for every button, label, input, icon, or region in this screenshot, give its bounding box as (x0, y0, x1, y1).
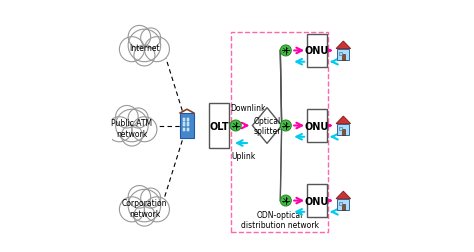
Circle shape (128, 26, 151, 49)
FancyBboxPatch shape (180, 114, 194, 138)
Polygon shape (336, 192, 351, 199)
Polygon shape (252, 108, 282, 144)
FancyBboxPatch shape (307, 184, 327, 217)
Circle shape (141, 29, 161, 49)
Text: Corporation
network: Corporation network (122, 199, 167, 218)
Bar (342, 55, 345, 60)
Polygon shape (336, 117, 351, 124)
Bar (183, 118, 185, 122)
Bar (339, 128, 342, 131)
Circle shape (119, 197, 145, 222)
Bar (183, 129, 185, 132)
Circle shape (280, 46, 292, 57)
Bar (187, 118, 189, 122)
Text: Internet: Internet (129, 44, 160, 53)
FancyBboxPatch shape (307, 35, 327, 68)
Circle shape (128, 190, 161, 222)
Circle shape (128, 186, 151, 208)
Circle shape (134, 205, 155, 226)
Text: Optical
splitter: Optical splitter (253, 116, 281, 136)
Bar (342, 130, 345, 135)
Bar (337, 124, 349, 135)
Circle shape (119, 38, 145, 62)
FancyBboxPatch shape (307, 110, 327, 142)
Bar (337, 199, 349, 210)
Bar (339, 53, 342, 56)
Bar (187, 129, 189, 132)
FancyBboxPatch shape (210, 104, 229, 148)
Circle shape (128, 109, 148, 129)
Text: ONU: ONU (305, 121, 329, 131)
Circle shape (132, 117, 157, 142)
Circle shape (121, 125, 142, 146)
Text: ONU: ONU (305, 196, 329, 206)
Text: Public ATM
network: Public ATM network (111, 119, 153, 138)
Polygon shape (336, 42, 351, 49)
Circle shape (134, 46, 155, 67)
Text: ODN-optical
distribution network: ODN-optical distribution network (240, 210, 319, 229)
Circle shape (230, 120, 241, 132)
Circle shape (145, 197, 169, 222)
Circle shape (141, 188, 161, 208)
Circle shape (280, 195, 292, 206)
Bar (183, 123, 185, 126)
Circle shape (116, 110, 148, 142)
Circle shape (116, 106, 138, 129)
Circle shape (145, 38, 169, 62)
Circle shape (107, 117, 132, 142)
Text: Uplink: Uplink (231, 151, 255, 160)
Bar (187, 123, 189, 126)
Circle shape (280, 120, 292, 132)
Text: ONU: ONU (305, 46, 329, 56)
Text: Downlink: Downlink (230, 103, 266, 112)
Circle shape (128, 30, 161, 62)
Text: OLT: OLT (210, 121, 229, 131)
Bar (337, 49, 349, 60)
Bar (342, 205, 345, 210)
Bar (339, 202, 342, 205)
